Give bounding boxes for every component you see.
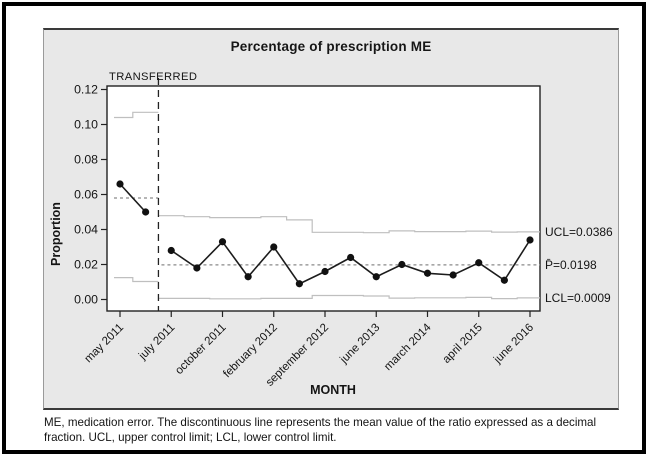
data-point <box>116 180 124 188</box>
x-tick-label: april 2015 <box>441 322 485 366</box>
ucl-line-after <box>158 215 540 234</box>
chart-lines-layer <box>114 78 540 311</box>
data-point <box>475 259 483 267</box>
data-point <box>423 269 432 277</box>
y-tick-label: 0.02 <box>74 258 98 272</box>
data-point <box>500 276 508 284</box>
lcl-label: LCL=0.0009 <box>545 291 611 305</box>
data-point <box>142 208 150 216</box>
data-point <box>526 236 534 244</box>
lcl-line-after <box>158 294 540 300</box>
data-point <box>372 273 380 281</box>
data-point <box>347 253 355 262</box>
y-tick-label: 0.00 <box>74 293 98 307</box>
y-tick-label: 0.12 <box>74 83 98 97</box>
figure-caption: ME, medication error. The discontinuous … <box>44 416 597 445</box>
chart-panel: Percentage of prescription ME 0.00 0.02 0.… <box>43 28 619 410</box>
chart-points-layer <box>116 180 534 288</box>
x-tick-label: march 2014 <box>382 321 434 373</box>
x-tick-label: june 2016 <box>491 322 536 367</box>
chart-title: Percentage of prescription ME <box>230 39 432 54</box>
data-point <box>218 238 227 246</box>
mean-label: P̄=0.0198 <box>545 258 597 272</box>
data-point <box>244 273 252 281</box>
x-tick-label: october 2011 <box>173 322 228 377</box>
x-axis-title: MONTH <box>310 383 356 397</box>
figure-frame: Percentage of prescription ME 0.00 0.02 0.… <box>2 2 646 454</box>
y-axis-title: Proportion <box>49 202 63 266</box>
x-tick-label: february 2012 <box>221 322 280 381</box>
y-tick-label: 0.06 <box>74 188 98 202</box>
phase-label: TRANSFERRED <box>109 71 197 83</box>
data-point <box>270 243 278 251</box>
ucl-label: UCL=0.0386 <box>545 225 613 239</box>
data-point <box>193 264 201 272</box>
plot-area <box>106 85 541 312</box>
data-point <box>295 280 303 288</box>
y-tick-label: 0.08 <box>74 153 98 167</box>
y-tick-label: 0.04 <box>74 223 98 237</box>
data-point <box>321 267 329 276</box>
x-tick-label: may 2011 <box>83 322 127 366</box>
data-point <box>167 246 175 255</box>
ucl-line-before <box>114 111 159 119</box>
x-tick-label: july 2011 <box>136 322 177 363</box>
data-point <box>398 260 406 269</box>
data-point <box>449 271 457 279</box>
y-tick-label: 0.10 <box>74 118 98 132</box>
lcl-line-before <box>114 277 159 283</box>
control-chart-svg: 0.00 0.02 0.04 0.06 0.08 0.10 0.12 may 2011 july… <box>49 71 613 397</box>
x-tick-label: june 2013 <box>337 322 382 367</box>
data-line-before <box>119 183 147 213</box>
